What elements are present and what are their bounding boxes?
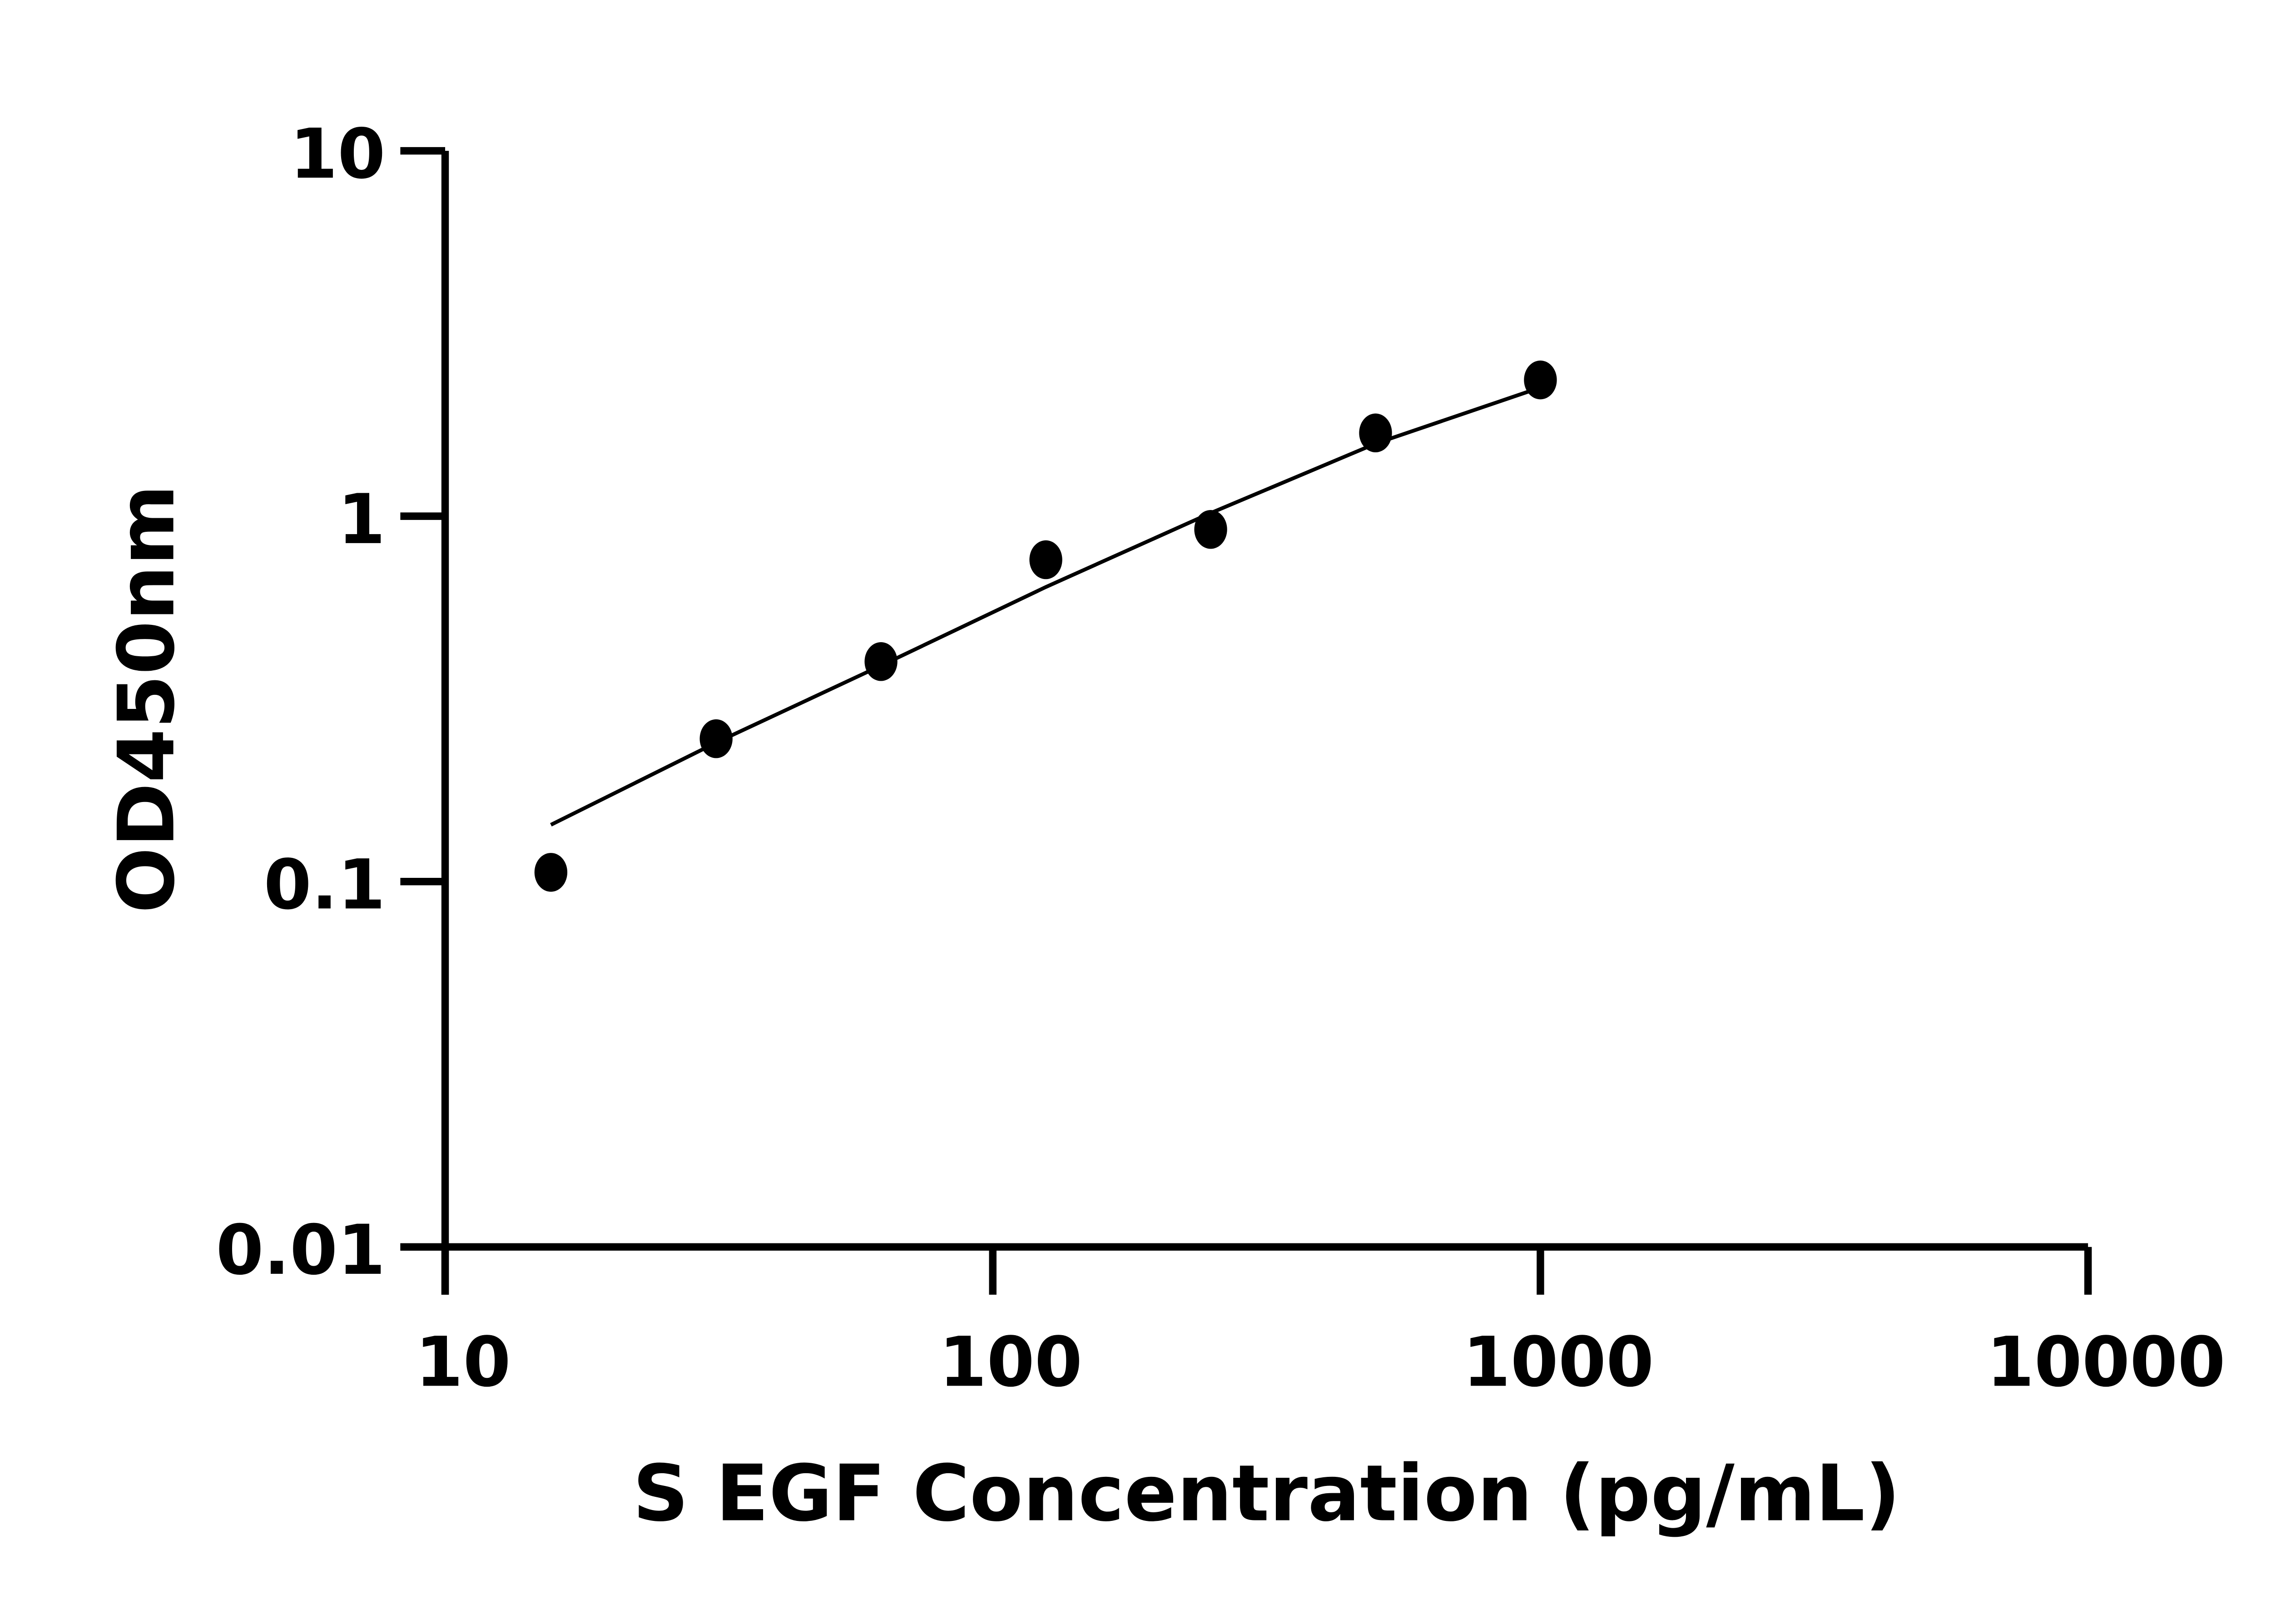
axes: 0.01 0.1 1 10 10 100 1000 10000 bbox=[216, 114, 2225, 1402]
data-points bbox=[534, 360, 1557, 892]
y-tick-label: 0.01 bbox=[216, 1210, 385, 1290]
data-point bbox=[1029, 540, 1062, 579]
fit-curve-group bbox=[550, 386, 1541, 827]
data-point bbox=[1524, 360, 1557, 400]
data-point bbox=[1194, 510, 1227, 549]
y-tick-label: 0.1 bbox=[264, 845, 386, 925]
fit-curve bbox=[550, 386, 1541, 827]
data-point bbox=[534, 853, 568, 892]
x-tick-label: 10000 bbox=[1987, 1322, 2226, 1402]
x-tick-label: 100 bbox=[939, 1322, 1082, 1402]
x-axis-label: S EGF Concentration (pg/mL) bbox=[633, 1448, 1900, 1539]
data-point bbox=[864, 642, 897, 681]
data-point bbox=[1359, 413, 1392, 453]
x-tick-label: 10 bbox=[415, 1322, 511, 1402]
y-tick-label: 10 bbox=[290, 114, 385, 194]
y-axis-label: OD450nm bbox=[102, 485, 192, 913]
x-tick-label: 1000 bbox=[1463, 1322, 1654, 1402]
data-point bbox=[699, 719, 733, 758]
y-tick-label: 1 bbox=[337, 480, 385, 559]
